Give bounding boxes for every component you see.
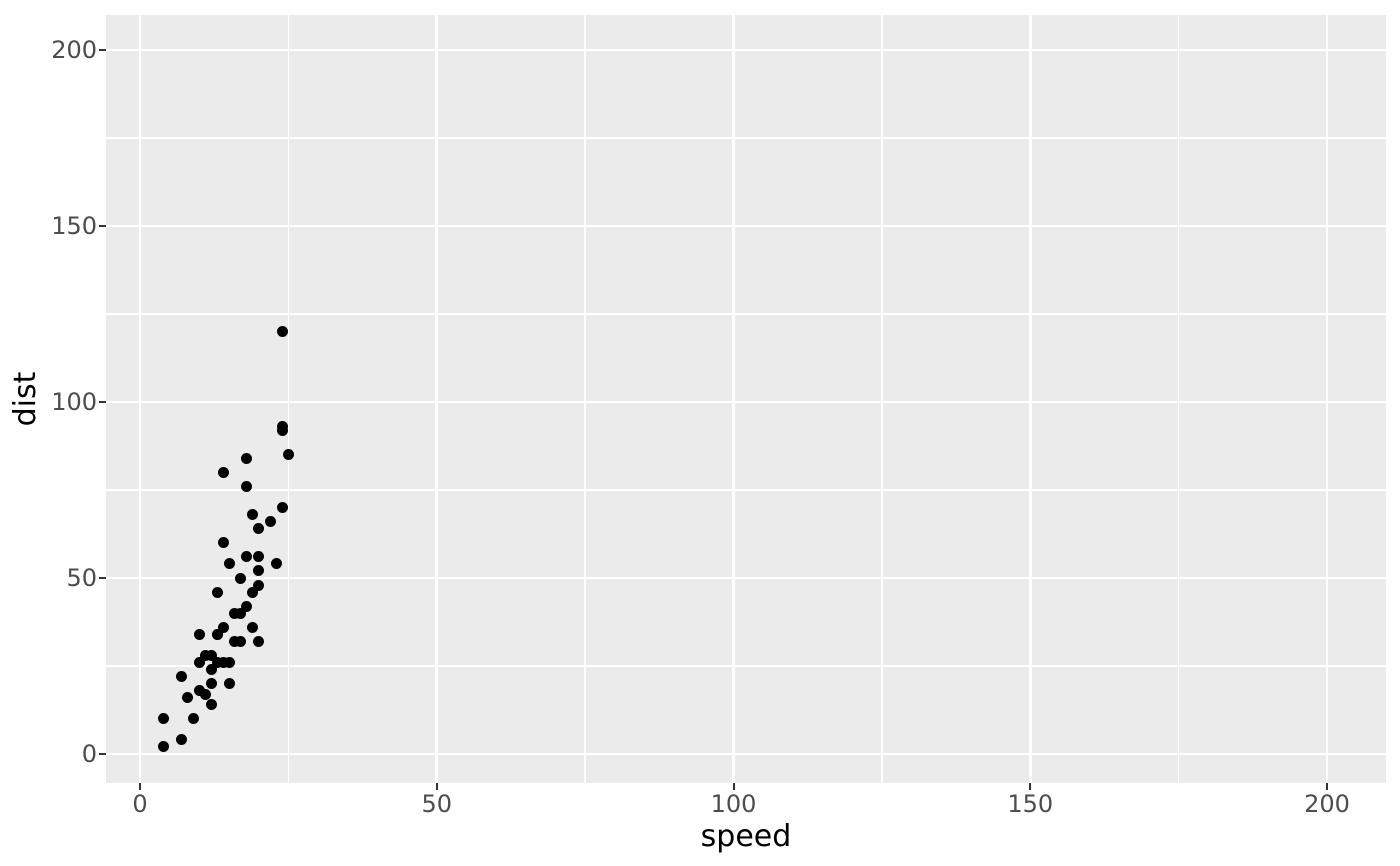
data-point	[193, 656, 205, 668]
gridline-minor-vertical	[287, 15, 290, 783]
data-point	[241, 551, 253, 563]
data-point	[187, 713, 199, 725]
gridline-major-horizontal	[106, 48, 1386, 52]
data-point	[205, 678, 217, 690]
plot-panel	[106, 15, 1386, 783]
y-axis-tick-label: 50	[66, 564, 97, 592]
data-point	[223, 678, 235, 690]
x-axis-tick-mark	[1029, 783, 1032, 790]
y-axis-tick-mark	[99, 401, 106, 403]
gridline-minor-vertical	[881, 15, 883, 783]
data-point	[176, 671, 188, 683]
data-point	[253, 551, 265, 563]
y-axis-tick-mark	[99, 225, 106, 227]
gridline-major-vertical	[1325, 15, 1329, 783]
data-point	[235, 572, 247, 584]
data-point	[199, 688, 211, 700]
y-axis-tick-mark	[99, 577, 106, 579]
x-axis-tick-label: 150	[1007, 790, 1054, 818]
y-axis-tick-mark	[99, 753, 106, 755]
data-point	[247, 586, 259, 598]
data-point	[211, 656, 223, 668]
y-axis-tick-mark	[99, 49, 106, 51]
data-point	[223, 656, 235, 668]
data-point	[276, 421, 288, 433]
gridline-major-horizontal	[106, 752, 1386, 756]
gridline-major-vertical	[138, 15, 142, 783]
data-point	[282, 449, 294, 461]
gridline-minor-horizontal	[106, 489, 1386, 491]
x-axis-tick-label: 200	[1304, 790, 1350, 818]
data-point	[193, 685, 205, 697]
data-point	[176, 734, 188, 746]
gridline-minor-horizontal	[106, 313, 1386, 315]
data-point	[247, 621, 259, 633]
data-point	[158, 713, 170, 725]
data-point	[217, 656, 229, 668]
y-axis-tick-label: 200	[51, 36, 97, 64]
data-point	[247, 509, 259, 521]
y-axis-tick-label: 150	[51, 212, 97, 240]
gridline-minor-vertical	[584, 15, 586, 783]
data-point	[211, 628, 223, 640]
gridline-minor-vertical	[1177, 15, 1180, 783]
x-axis-tick-mark	[1326, 783, 1328, 790]
data-point	[181, 692, 193, 704]
gridline-major-horizontal	[106, 224, 1386, 228]
data-point	[217, 466, 229, 478]
gridline-major-horizontal	[106, 576, 1386, 580]
data-point	[235, 635, 247, 647]
data-point	[229, 635, 241, 647]
data-point	[205, 664, 217, 676]
y-axis-title: dist	[8, 371, 43, 427]
data-point	[223, 558, 235, 570]
gridline-major-vertical	[1028, 15, 1032, 783]
data-point	[193, 628, 205, 640]
data-point	[241, 480, 253, 492]
data-point	[241, 600, 253, 612]
x-axis-tick-label: 50	[421, 790, 453, 818]
data-point	[217, 621, 229, 633]
gridline-major-horizontal	[106, 400, 1386, 404]
gridline-major-vertical	[732, 15, 735, 783]
data-point	[253, 565, 265, 577]
data-point	[217, 537, 229, 549]
gridline-minor-horizontal	[106, 665, 1386, 667]
data-point	[211, 586, 223, 598]
x-axis-tick-mark	[435, 783, 438, 790]
x-axis-tick-mark	[139, 783, 141, 790]
data-point	[235, 607, 247, 619]
data-point	[271, 558, 282, 570]
x-axis-tick-label: 0	[132, 790, 148, 818]
x-axis-tick-label: 100	[710, 790, 757, 818]
data-point	[205, 699, 217, 711]
data-point	[205, 649, 217, 661]
gridline-major-vertical	[435, 15, 439, 783]
data-point	[229, 607, 241, 619]
data-point	[199, 649, 211, 661]
x-axis-title: speed	[700, 819, 792, 854]
gridline-minor-horizontal	[106, 137, 1386, 139]
x-axis-tick-mark	[732, 783, 735, 790]
data-point	[253, 579, 265, 591]
data-point	[253, 635, 265, 647]
data-point	[253, 523, 265, 535]
y-axis-tick-label: 100	[51, 388, 97, 416]
data-point	[265, 516, 277, 528]
data-point	[276, 326, 288, 338]
data-point	[276, 502, 288, 514]
y-axis-tick-label: 0	[81, 740, 97, 768]
data-point	[158, 741, 170, 753]
data-point	[241, 452, 253, 464]
